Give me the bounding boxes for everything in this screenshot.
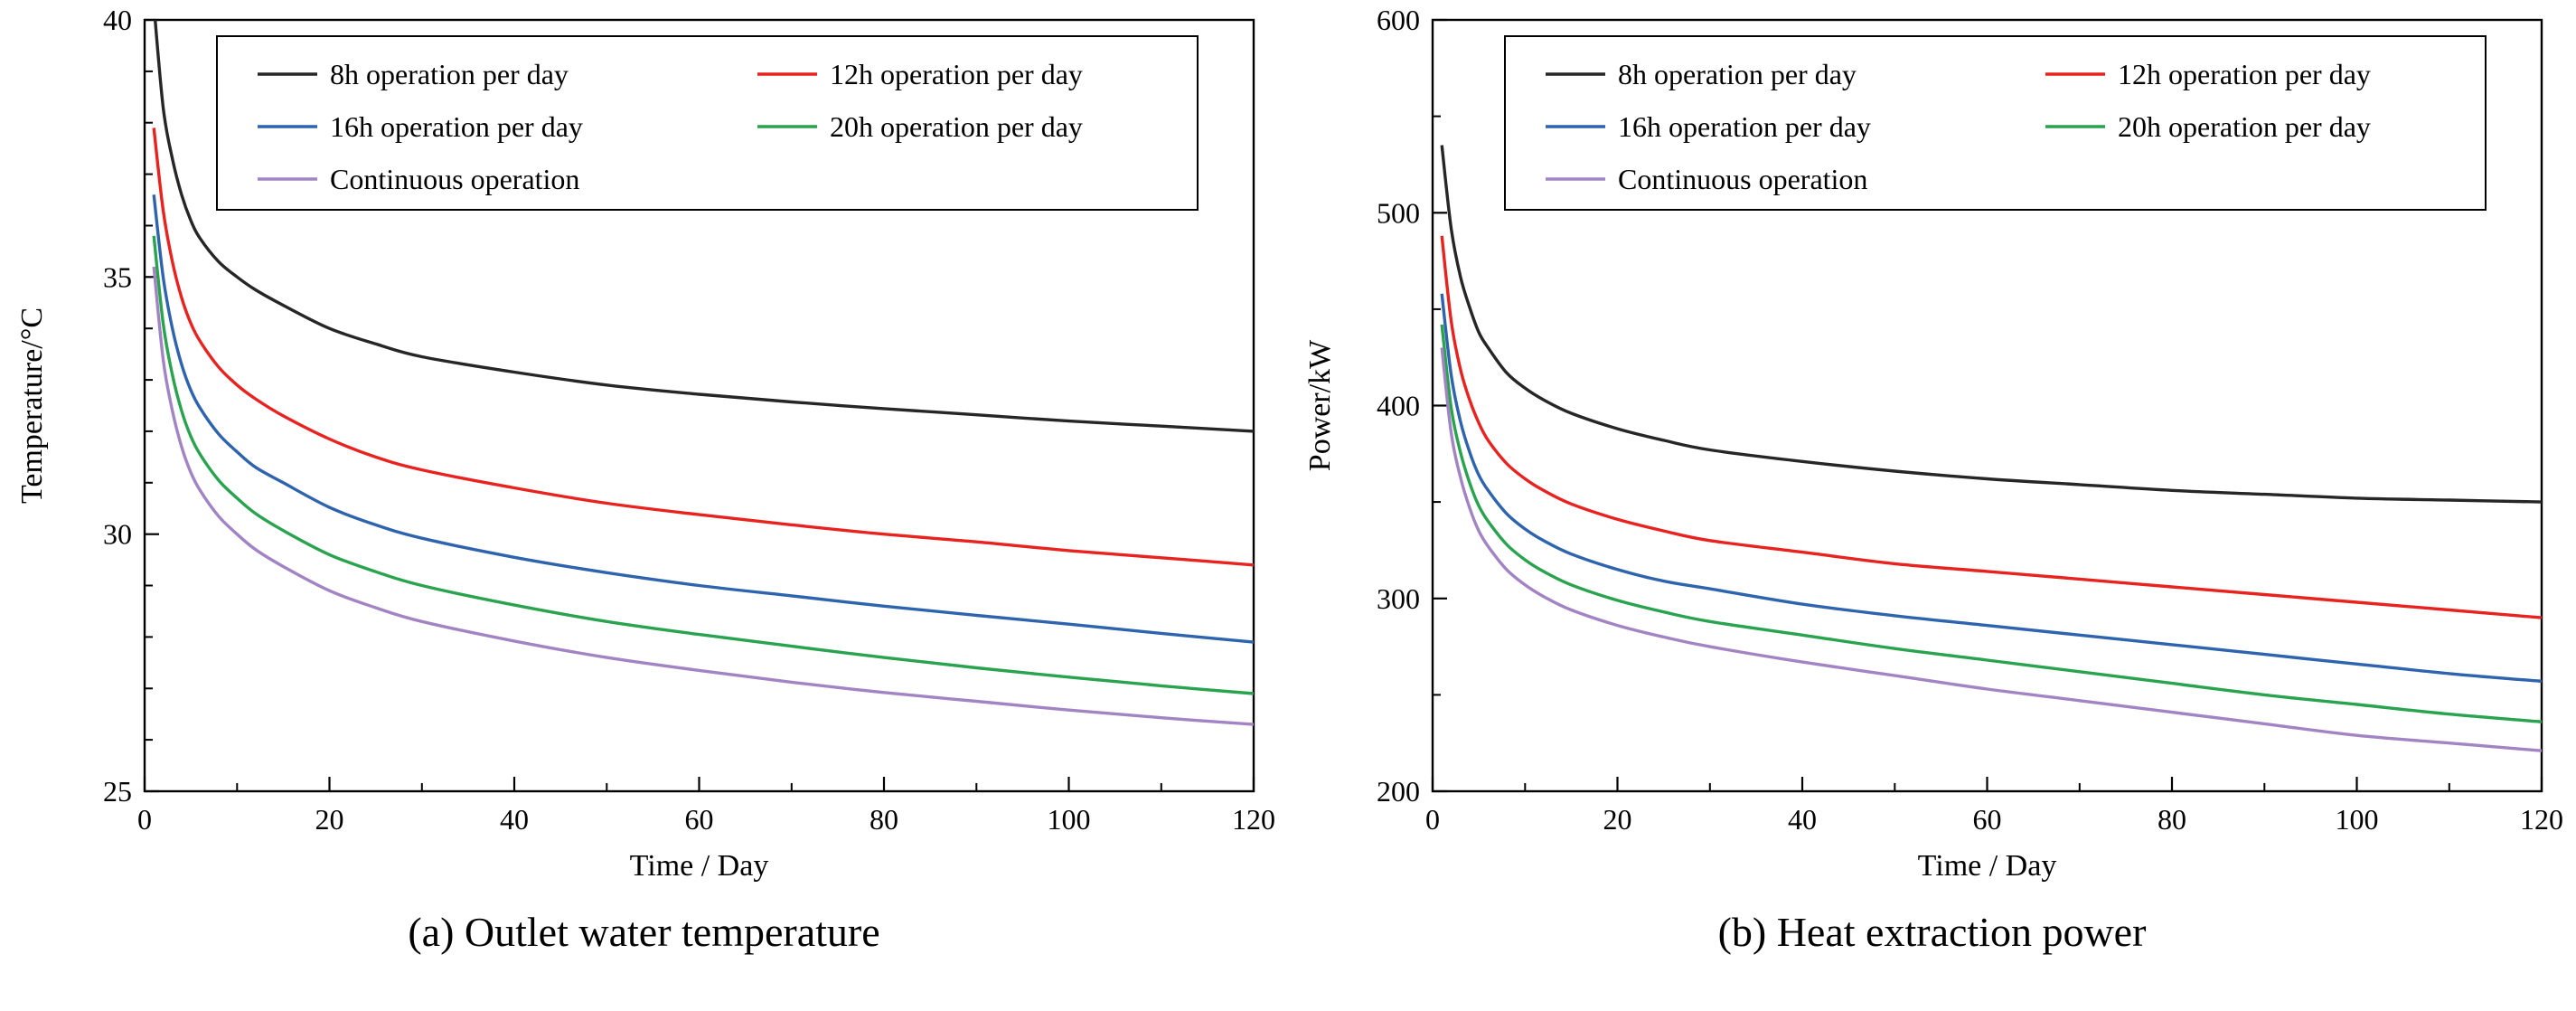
series-line-16h-operation-per-day bbox=[152, 194, 1254, 644]
legend-label: 16h operation per day bbox=[330, 110, 583, 143]
y-tick-label: 35 bbox=[103, 260, 132, 293]
y-tick-label: 500 bbox=[1377, 196, 1420, 229]
legend-item-8h-operation-per-day: 8h operation per day bbox=[258, 58, 569, 90]
legend-label: 20h operation per day bbox=[2118, 110, 2371, 143]
legend-label: 8h operation per day bbox=[1618, 58, 1857, 90]
y-tick-label: 30 bbox=[103, 518, 132, 551]
legend-item-16h-operation-per-day: 16h operation per day bbox=[1546, 110, 1871, 143]
x-tick-label: 60 bbox=[1973, 803, 2002, 836]
x-tick-label: 100 bbox=[1048, 803, 1091, 836]
legend-label: 16h operation per day bbox=[1618, 110, 1871, 143]
figure-b: 0 20 40 60 80 100 120 200 300 400 500 600 Time / Day… bbox=[1288, 0, 2576, 956]
series-line-16h-operation-per-day bbox=[1440, 293, 2542, 684]
legend-label: 12h operation per day bbox=[830, 58, 1083, 90]
caption-b: (b) Heat extraction power bbox=[1717, 909, 2147, 955]
chart-panel-a: 0 20 40 60 80 100 120 25 30 35 40 Time / Day Tempera… bbox=[0, 0, 1288, 956]
heat-extraction-power-chart: 0 20 40 60 80 100 120 200 300 400 500 600 Time / Day… bbox=[1303, 4, 2563, 883]
series-line-continuous-operation bbox=[1440, 347, 2542, 752]
x-tick-label: 0 bbox=[137, 803, 152, 836]
caption-a: (a) Outlet water temperature bbox=[408, 909, 880, 955]
legend-item-continuous-operation: Continuous operation bbox=[1546, 163, 1867, 195]
x-axis-title: Time / Day bbox=[1918, 849, 2057, 883]
series-line-8h-operation-per-day bbox=[153, 20, 1254, 433]
y-tick-label: 600 bbox=[1377, 4, 1420, 36]
series-line-20h-operation-per-day bbox=[152, 235, 1254, 695]
legend-item-16h-operation-per-day: 16h operation per day bbox=[258, 110, 583, 143]
y-axis-title: Power/kW bbox=[1303, 339, 1337, 471]
legend-item-12h-operation-per-day: 12h operation per day bbox=[2045, 58, 2371, 90]
series-line-8h-operation-per-day bbox=[1440, 145, 2542, 504]
y-tick-label: 25 bbox=[103, 775, 132, 808]
x-tick-label: 40 bbox=[1788, 803, 1817, 836]
series-line-12h-operation-per-day bbox=[1440, 235, 2542, 619]
x-tick-label: 60 bbox=[685, 803, 714, 836]
y-tick-label: 40 bbox=[103, 4, 132, 36]
legend-box bbox=[1504, 35, 2487, 211]
x-tick-label: 80 bbox=[870, 803, 898, 836]
legend-item-20h-operation-per-day: 20h operation per day bbox=[757, 110, 1083, 143]
legend-label: 20h operation per day bbox=[830, 110, 1083, 143]
legend-item-12h-operation-per-day: 12h operation per day bbox=[757, 58, 1083, 90]
x-tick-label: 40 bbox=[500, 803, 529, 836]
x-tick-label: 120 bbox=[2520, 803, 2563, 836]
x-tick-label: 120 bbox=[1232, 803, 1275, 836]
legend-item-20h-operation-per-day: 20h operation per day bbox=[2045, 110, 2371, 143]
x-tick-label: 20 bbox=[1603, 803, 1632, 836]
legend-item-continuous-operation: Continuous operation bbox=[258, 163, 579, 195]
y-tick-label: 300 bbox=[1377, 582, 1420, 615]
legend-label: 12h operation per day bbox=[2118, 58, 2371, 90]
chart-panel-b: 0 20 40 60 80 100 120 200 300 400 500 600 Time / Day… bbox=[1288, 0, 2576, 1011]
figure-a: 0 20 40 60 80 100 120 25 30 35 40 Time / Day Tempera… bbox=[0, 0, 1288, 956]
series-line-20h-operation-per-day bbox=[1440, 324, 2542, 723]
x-axis-title: Time / Day bbox=[630, 849, 769, 883]
legend-label: Continuous operation bbox=[1618, 163, 1867, 195]
legend-label: Continuous operation bbox=[330, 163, 579, 195]
y-tick-label: 400 bbox=[1377, 390, 1420, 422]
legend-label: 8h operation per day bbox=[330, 58, 569, 90]
x-tick-label: 80 bbox=[2158, 803, 2186, 836]
series-line-12h-operation-per-day bbox=[152, 128, 1254, 567]
y-axis-title: Temperature/°C bbox=[15, 307, 49, 504]
x-tick-label: 0 bbox=[1425, 803, 1440, 836]
outlet-water-temperature-chart: 0 20 40 60 80 100 120 25 30 35 40 Time / Day Tempera… bbox=[15, 4, 1275, 883]
legend-box bbox=[216, 35, 1199, 211]
series-line-continuous-operation bbox=[152, 266, 1254, 726]
x-tick-label: 20 bbox=[315, 803, 344, 836]
y-tick-label: 200 bbox=[1377, 775, 1420, 808]
legend-item-8h-operation-per-day: 8h operation per day bbox=[1546, 58, 1857, 90]
x-tick-label: 100 bbox=[2336, 803, 2379, 836]
